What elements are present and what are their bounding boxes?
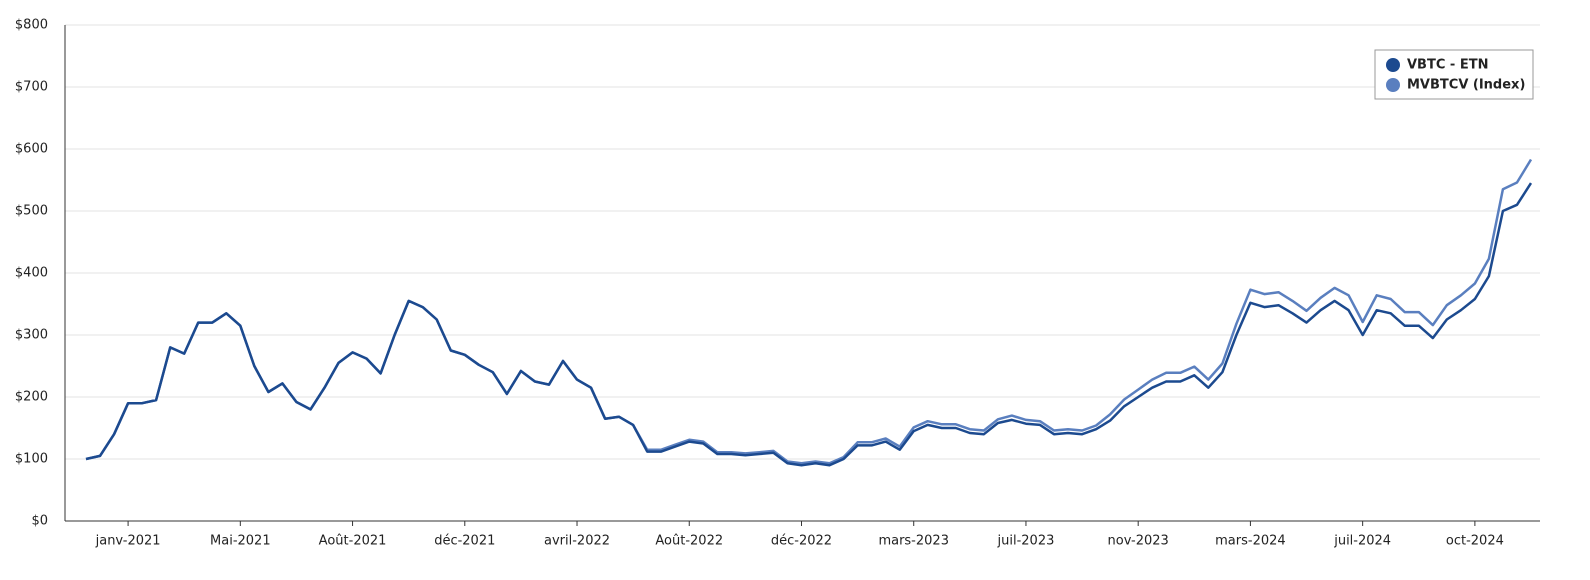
y-tick-label: $600 [15, 142, 48, 157]
legend-marker [1386, 78, 1400, 92]
x-tick-label: déc-2022 [771, 534, 832, 549]
y-tick-label: $500 [15, 204, 48, 219]
x-tick-label: avril-2022 [544, 534, 610, 549]
x-tick-label: nov-2023 [1108, 534, 1169, 549]
legend: VBTC - ETN MVBTCV (Index) [1374, 49, 1534, 100]
line-series [85, 182, 1533, 467]
x-tick-label: oct-2024 [1446, 534, 1504, 549]
line-series [85, 158, 1533, 465]
x-tick-label: juil-2024 [1333, 534, 1391, 549]
y-tick-label: $400 [15, 266, 48, 281]
y-tick-label: $800 [15, 18, 48, 33]
x-tick-label: janv-2021 [95, 534, 161, 549]
x-tick-label: mars-2023 [878, 534, 949, 549]
x-tick-label: Mai-2021 [210, 534, 271, 549]
x-tick-label: déc-2021 [434, 534, 495, 549]
y-tick-label: $300 [15, 328, 48, 343]
legend-marker [1386, 58, 1400, 72]
x-tick-label: Août-2021 [319, 534, 387, 549]
x-tick-label: Août-2022 [655, 534, 723, 549]
y-tick-label: $700 [15, 80, 48, 95]
y-tick-label: $100 [15, 452, 48, 467]
x-tick-label: juil-2023 [997, 534, 1055, 549]
y-tick-label: $200 [15, 390, 48, 405]
legend-box [1374, 49, 1534, 100]
legend-label: MVBTCV (Index) [1407, 78, 1525, 93]
y-tick-label: $0 [31, 514, 48, 529]
x-tick-label: mars-2024 [1215, 534, 1286, 549]
legend-label: VBTC - ETN [1407, 58, 1488, 73]
